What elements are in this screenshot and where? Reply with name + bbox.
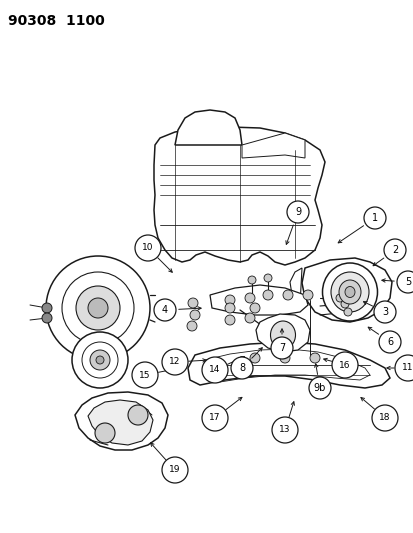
Text: 16: 16 bbox=[338, 360, 350, 369]
Circle shape bbox=[88, 298, 108, 318]
Polygon shape bbox=[242, 133, 304, 158]
Circle shape bbox=[371, 405, 397, 431]
Circle shape bbox=[394, 355, 413, 381]
Circle shape bbox=[187, 321, 197, 331]
Ellipse shape bbox=[330, 272, 368, 312]
Text: 19: 19 bbox=[169, 465, 180, 474]
Text: 7: 7 bbox=[278, 343, 285, 353]
Circle shape bbox=[202, 405, 228, 431]
Text: 17: 17 bbox=[209, 414, 220, 423]
Circle shape bbox=[396, 271, 413, 293]
Circle shape bbox=[230, 357, 252, 379]
Text: 4: 4 bbox=[161, 305, 168, 315]
Circle shape bbox=[335, 294, 343, 302]
Circle shape bbox=[161, 349, 188, 375]
Circle shape bbox=[308, 377, 330, 399]
Circle shape bbox=[383, 239, 405, 261]
Ellipse shape bbox=[344, 287, 354, 297]
Text: 18: 18 bbox=[378, 414, 390, 423]
Circle shape bbox=[302, 290, 312, 300]
Circle shape bbox=[286, 201, 308, 223]
Circle shape bbox=[363, 207, 385, 229]
Text: 10: 10 bbox=[142, 244, 153, 253]
Circle shape bbox=[190, 310, 199, 320]
Circle shape bbox=[247, 276, 255, 284]
Polygon shape bbox=[301, 258, 391, 322]
Circle shape bbox=[309, 353, 319, 363]
Polygon shape bbox=[175, 110, 242, 145]
Circle shape bbox=[224, 315, 235, 325]
Circle shape bbox=[62, 272, 134, 344]
Text: 15: 15 bbox=[139, 370, 150, 379]
Text: 3: 3 bbox=[381, 307, 387, 317]
Circle shape bbox=[90, 350, 110, 370]
Text: 11: 11 bbox=[401, 364, 413, 373]
Circle shape bbox=[224, 295, 235, 305]
Text: 6: 6 bbox=[386, 337, 392, 347]
Text: 9b: 9b bbox=[313, 383, 325, 393]
Circle shape bbox=[282, 290, 292, 300]
Circle shape bbox=[373, 301, 395, 323]
Circle shape bbox=[271, 337, 292, 359]
Text: 5: 5 bbox=[404, 277, 410, 287]
Ellipse shape bbox=[322, 263, 377, 321]
Text: 14: 14 bbox=[209, 366, 220, 375]
Circle shape bbox=[378, 331, 400, 353]
Circle shape bbox=[82, 342, 118, 378]
Text: 2: 2 bbox=[391, 245, 397, 255]
Polygon shape bbox=[209, 285, 307, 315]
Circle shape bbox=[263, 274, 271, 282]
Circle shape bbox=[42, 303, 52, 313]
Text: 12: 12 bbox=[169, 358, 180, 367]
Text: 13: 13 bbox=[279, 425, 290, 434]
Text: 9: 9 bbox=[294, 207, 300, 217]
Text: 1: 1 bbox=[371, 213, 377, 223]
Circle shape bbox=[95, 423, 115, 443]
Polygon shape bbox=[255, 314, 309, 352]
Circle shape bbox=[161, 457, 188, 483]
Circle shape bbox=[188, 298, 197, 308]
Circle shape bbox=[340, 300, 348, 308]
Ellipse shape bbox=[338, 280, 360, 304]
Circle shape bbox=[42, 313, 52, 323]
Circle shape bbox=[132, 362, 158, 388]
Circle shape bbox=[154, 299, 176, 321]
Polygon shape bbox=[88, 400, 153, 445]
Circle shape bbox=[46, 256, 150, 360]
Circle shape bbox=[76, 286, 120, 330]
Circle shape bbox=[128, 405, 147, 425]
Text: 8: 8 bbox=[238, 363, 244, 373]
Circle shape bbox=[343, 308, 351, 316]
Circle shape bbox=[271, 417, 297, 443]
Circle shape bbox=[202, 357, 228, 383]
Circle shape bbox=[279, 353, 289, 363]
Polygon shape bbox=[154, 127, 324, 265]
Circle shape bbox=[244, 293, 254, 303]
Circle shape bbox=[249, 303, 259, 313]
Text: 90308  1100: 90308 1100 bbox=[8, 14, 104, 28]
Ellipse shape bbox=[270, 321, 295, 349]
Circle shape bbox=[224, 303, 235, 313]
Polygon shape bbox=[75, 392, 168, 450]
Circle shape bbox=[331, 352, 357, 378]
Circle shape bbox=[249, 353, 259, 363]
Polygon shape bbox=[188, 342, 389, 388]
Circle shape bbox=[135, 235, 161, 261]
Circle shape bbox=[334, 355, 344, 365]
Circle shape bbox=[262, 290, 272, 300]
Circle shape bbox=[244, 313, 254, 323]
Circle shape bbox=[72, 332, 128, 388]
Circle shape bbox=[96, 356, 104, 364]
